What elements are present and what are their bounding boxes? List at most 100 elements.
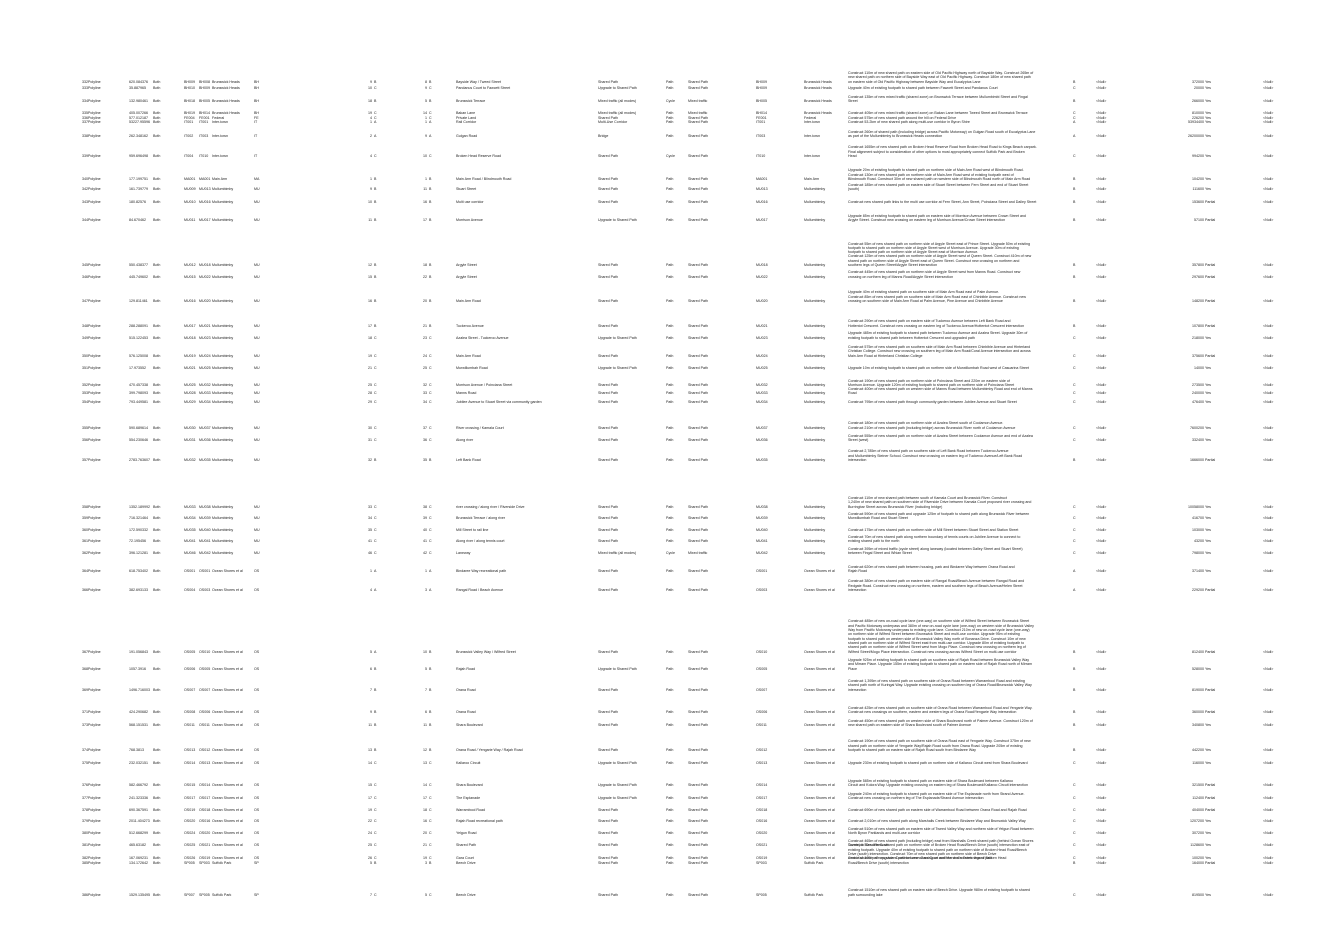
cell-code: OS014 — [184, 761, 196, 765]
cell-id: 364 — [82, 569, 88, 573]
cell-grp_b: C — [429, 831, 432, 835]
cell-seq_a: 35 — [368, 528, 372, 532]
cell-pri: B — [1073, 323, 1076, 328]
cell-loc2: Inter-town — [804, 134, 820, 138]
cell-flag: Both — [153, 666, 161, 671]
cell-name: Rajah Road recreational path — [456, 818, 503, 823]
cell-type: Polyline — [88, 843, 101, 847]
cell-cat: Path — [666, 666, 674, 671]
cell-n2: <Null> — [1263, 458, 1274, 462]
cell-seq_a: 1 — [370, 120, 372, 124]
cell-pri: B — [1073, 860, 1076, 865]
cell-approved: Partial — [1205, 299, 1216, 303]
cell-approved: Partial — [1205, 458, 1216, 462]
cell-ref: OS019 — [199, 856, 211, 860]
cell-code2: OS014 — [756, 783, 768, 787]
cell-seq_a: 10 — [368, 200, 372, 204]
cell-pri: C — [1073, 516, 1076, 520]
cell-code2: MU033 — [756, 391, 768, 395]
cell-grp_b: C — [429, 808, 432, 812]
cell-pri: C — [1073, 818, 1076, 823]
cell-type: Polyline — [88, 120, 101, 124]
cell-code2: MU023 — [756, 335, 768, 340]
cell-reg: IT — [254, 154, 258, 158]
cell-description: shared path north of Kuringai Way. Upgra… — [848, 683, 1032, 688]
cell-loc: Brunswick Heads — [212, 86, 240, 90]
cell-grp_b: C — [429, 528, 432, 532]
cell-seq_b: 3 — [425, 860, 427, 865]
cell-approved: Yes — [1205, 748, 1211, 752]
cell-subcat: Shared Path — [688, 438, 708, 442]
cell-ref: OS003 — [199, 588, 211, 592]
cell-loc2: Ocean Shores et al — [804, 748, 835, 752]
cell-loc: Ocean Shores et al — [212, 796, 243, 800]
cell-code: MU032 — [184, 458, 196, 462]
cell-reg: MU — [254, 391, 260, 395]
cell-cost: 371400 — [1192, 569, 1204, 573]
cell-seq_a: 7 — [370, 892, 372, 897]
cell-description: between Fingal Street and Whian Street — [848, 551, 912, 555]
cell-seq_b: 1 — [425, 115, 427, 120]
cell-description: and Pacific Motorway underpass and 380m … — [848, 623, 1034, 628]
cell-id: 336 — [82, 115, 88, 120]
cell-n2: <Null> — [1263, 200, 1274, 204]
cell-facility: Shared Path — [598, 115, 618, 120]
cell-reg: OS — [254, 783, 260, 787]
cell-name: Morrison Avenue — [456, 218, 483, 222]
cell-ref: MU018 — [199, 263, 211, 267]
cell-description: Construct 510m of new shared path on eas… — [848, 826, 1034, 831]
cell-id: 373 — [82, 723, 88, 727]
cell-description: 1,240m of new shared path on southern si… — [848, 500, 1032, 505]
cell-type: Polyline — [88, 187, 101, 191]
cell-description: Construct 185m of new shared path on eas… — [848, 182, 1029, 187]
cell-name: Stuart Street — [456, 187, 477, 191]
cell-subcat: Shared Path — [688, 458, 708, 462]
cell-grp_b: C — [429, 516, 432, 520]
cell-approved: Yes — [1205, 831, 1211, 835]
cell-type: Polyline — [88, 353, 101, 358]
cell-flag: Both — [153, 458, 161, 462]
cell-ref: MU022 — [199, 274, 211, 279]
cell-type: Polyline — [88, 134, 101, 138]
cell-code: MU028 — [184, 391, 196, 395]
cell-len: 465.63182 — [129, 843, 146, 847]
cell-approved: Partial — [1205, 218, 1216, 222]
cell-type: Polyline — [88, 666, 101, 671]
cell-loc2: Mullumbimby — [804, 187, 826, 191]
cell-type: Polyline — [88, 504, 101, 509]
cell-grp_a: A — [374, 134, 377, 138]
cell-ref: OS018 — [199, 808, 211, 812]
cell-reg: MU — [254, 299, 260, 303]
cell-type: Polyline — [88, 818, 101, 823]
cell-id: 353 — [82, 391, 88, 395]
cell-cost: 360000 — [1192, 710, 1204, 714]
cell-name: Shara Boulevard — [456, 723, 483, 727]
cell-n1: <Null> — [1096, 860, 1107, 865]
cell-reg: MU — [254, 539, 260, 543]
cell-seq_b: 24 — [423, 353, 427, 358]
cell-facility: Shared Path — [598, 539, 618, 543]
cell-seq_b: 16 — [423, 200, 427, 204]
cell-n2: <Null> — [1263, 831, 1274, 835]
cell-approved: Yes — [1205, 569, 1211, 573]
cell-len: 53227.95596 — [129, 120, 150, 124]
cell-facility: Shared Path — [598, 177, 618, 181]
cell-n2: <Null> — [1263, 808, 1274, 812]
cell-loc: Inter-town — [212, 134, 228, 138]
cell-loc2: Ocean Shores et al — [804, 783, 835, 787]
cell-id: 350 — [82, 353, 88, 358]
cell-approved: Yes — [1205, 539, 1211, 543]
cell-facility: Shared Path — [598, 79, 618, 84]
cell-code2: OS012 — [756, 748, 768, 752]
cell-cat: Cycle — [666, 551, 675, 555]
cell-cost: 819000 — [1192, 687, 1204, 692]
cell-cost: 798000 — [1192, 551, 1204, 555]
cell-type: Polyline — [88, 177, 101, 181]
cell-subcat: Shared Path — [688, 649, 708, 654]
cell-reg: BH — [254, 86, 259, 90]
cell-subcat: Shared Path — [688, 808, 708, 812]
cell-grp_b: C — [429, 335, 432, 340]
cell-approved: Yes — [1205, 425, 1211, 430]
cell-description: Place — [848, 666, 857, 671]
cell-name: Gulgan Road — [456, 134, 478, 138]
